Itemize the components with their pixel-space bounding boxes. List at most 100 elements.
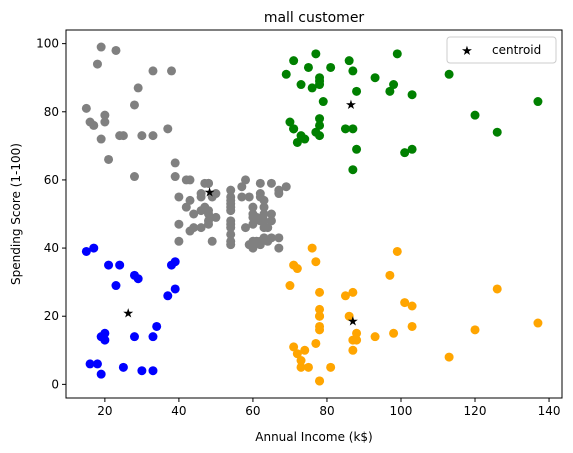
- y-tick-label: 20: [44, 309, 59, 323]
- scatter-point-gray: [226, 192, 236, 202]
- scatter-point-gray: [133, 83, 143, 93]
- scatter-point-gray: [174, 236, 184, 246]
- scatter-point-green: [348, 165, 358, 175]
- centroid-marker: ★: [122, 307, 134, 322]
- scatter-point-blue: [133, 274, 143, 284]
- scatter-point-orange: [344, 311, 354, 321]
- scatter-point-gray: [111, 45, 121, 55]
- x-axis-label: Annual Income (k$): [255, 430, 372, 444]
- scatter-point-blue: [170, 284, 180, 294]
- scatter-point-orange: [444, 352, 454, 362]
- scatter-point-gray: [96, 42, 106, 52]
- scatter-point-blue: [137, 366, 147, 376]
- scatter-point-green: [303, 62, 313, 72]
- scatter-point-orange: [352, 328, 362, 338]
- scatter-point-green: [407, 144, 417, 154]
- x-tick-label: 80: [319, 404, 334, 418]
- legend-centroid-marker: ★: [461, 44, 473, 59]
- scatter-point-green: [348, 66, 358, 76]
- scatter-point-green: [315, 114, 325, 124]
- scatter-point-green: [289, 124, 299, 134]
- scatter-point-green: [352, 86, 362, 96]
- scatter-point-green: [281, 69, 291, 79]
- x-tick-label: 140: [538, 404, 561, 418]
- scatter-point-gray: [255, 189, 265, 199]
- scatter-point-gray: [211, 189, 221, 199]
- scatter-point-orange: [400, 298, 410, 308]
- scatter-point-orange: [315, 287, 325, 297]
- scatter-point-blue: [163, 291, 173, 301]
- scatter-point-orange: [289, 342, 299, 352]
- scatter-point-gray: [174, 192, 184, 202]
- scatter-point-orange: [296, 362, 306, 372]
- scatter-point-green: [311, 49, 321, 59]
- scatter-point-gray: [226, 229, 236, 239]
- scatter-point-gray: [148, 66, 158, 76]
- scatter-point-orange: [470, 325, 480, 335]
- scatter-point-gray: [274, 233, 284, 243]
- scatter-point-orange: [340, 291, 350, 301]
- x-tick-label: 20: [97, 404, 112, 418]
- scatter-point-gray: [241, 223, 251, 233]
- scatter-point-green: [370, 73, 380, 83]
- scatter-point-gray: [248, 243, 258, 253]
- scatter-point-orange: [292, 264, 302, 274]
- scatter-point-gray: [266, 233, 276, 243]
- x-tick-label: 60: [245, 404, 260, 418]
- scatter-point-orange: [300, 345, 310, 355]
- scatter-point-blue: [148, 366, 158, 376]
- scatter-point-gray: [204, 219, 214, 229]
- scatter-point-green: [285, 117, 295, 127]
- scatter-point-gray: [163, 124, 173, 134]
- scatter-point-gray: [266, 216, 276, 226]
- scatter-point-orange: [348, 345, 358, 355]
- scatter-point-gray: [259, 216, 269, 226]
- scatter-point-green: [392, 49, 402, 59]
- scatter-point-green: [296, 80, 306, 90]
- scatter-point-gray: [248, 219, 258, 229]
- scatter-point-gray: [181, 202, 191, 212]
- scatter-point-orange: [348, 287, 358, 297]
- scatter-point-gray: [266, 178, 276, 188]
- scatter-point-orange: [407, 321, 417, 331]
- scatter-point-gray: [129, 172, 139, 182]
- scatter-point-green: [407, 90, 417, 100]
- scatter-point-gray: [100, 117, 110, 127]
- scatter-point-gray: [185, 175, 195, 185]
- plot-frame: [65, 29, 563, 399]
- scatter-point-green: [385, 86, 395, 96]
- scatter-point-gray: [226, 223, 236, 233]
- scatter-point-green: [389, 80, 399, 90]
- scatter-point-green: [318, 97, 328, 107]
- scatter-point-orange: [392, 246, 402, 256]
- scatter-point-orange: [315, 304, 325, 314]
- scatter-point-gray: [148, 131, 158, 141]
- scatter-point-gray: [211, 212, 221, 222]
- y-tick-label: 100: [36, 37, 59, 51]
- scatter-point-blue: [115, 260, 125, 270]
- scatter-point-orange: [315, 376, 325, 386]
- scatter-point-blue: [111, 281, 121, 291]
- scatter-point-gray: [248, 202, 258, 212]
- scatter-point-gray: [196, 192, 206, 202]
- scatter-point-orange: [389, 328, 399, 338]
- x-axis: 20 40 60 80 100 120 140: [97, 398, 560, 418]
- centroids-layer: ★ ★ ★ ★: [122, 98, 358, 329]
- scatter-point-orange: [311, 257, 321, 267]
- scatter-point-gray: [274, 243, 284, 253]
- scatter-point-green: [315, 131, 325, 141]
- scatter-point-gray: [259, 202, 269, 212]
- scatter-point-orange: [315, 325, 325, 335]
- scatter-point-green: [307, 83, 317, 93]
- scatter-point-orange: [296, 356, 306, 366]
- y-tick-label: 80: [44, 105, 59, 119]
- y-axis-label: Spending Score (1-100): [9, 143, 23, 285]
- y-tick-label: 60: [44, 173, 59, 187]
- y-tick-label: 40: [44, 241, 59, 255]
- scatter-point-gray: [259, 195, 269, 205]
- scatter-point-gray: [226, 206, 236, 216]
- scatter-point-green: [533, 97, 543, 107]
- scatter-point-gray: [204, 178, 214, 188]
- scatter-point-blue: [104, 260, 114, 270]
